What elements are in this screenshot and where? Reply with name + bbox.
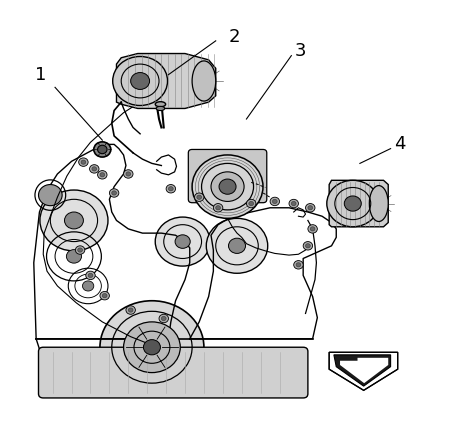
Circle shape xyxy=(100,173,105,177)
Circle shape xyxy=(192,155,263,218)
Text: 2: 2 xyxy=(229,28,240,46)
Circle shape xyxy=(344,196,361,211)
Circle shape xyxy=(294,261,303,269)
Circle shape xyxy=(166,184,175,193)
Circle shape xyxy=(64,212,83,229)
Circle shape xyxy=(228,238,246,254)
Circle shape xyxy=(109,189,119,197)
Circle shape xyxy=(75,246,85,254)
Circle shape xyxy=(159,314,168,323)
Text: 4: 4 xyxy=(394,135,406,153)
Circle shape xyxy=(82,281,94,291)
Circle shape xyxy=(206,218,268,273)
Circle shape xyxy=(126,306,136,314)
Ellipse shape xyxy=(155,102,165,107)
Text: 1: 1 xyxy=(35,66,46,84)
Circle shape xyxy=(161,316,166,321)
Circle shape xyxy=(88,273,93,277)
Circle shape xyxy=(113,56,167,106)
Circle shape xyxy=(100,291,109,300)
Circle shape xyxy=(246,199,256,208)
FancyBboxPatch shape xyxy=(188,149,267,203)
Circle shape xyxy=(100,301,204,394)
Circle shape xyxy=(289,199,299,208)
Polygon shape xyxy=(334,355,391,386)
Circle shape xyxy=(308,206,313,210)
Circle shape xyxy=(211,172,244,201)
FancyBboxPatch shape xyxy=(38,347,308,398)
Circle shape xyxy=(273,199,277,204)
Circle shape xyxy=(216,206,220,210)
Circle shape xyxy=(219,179,236,194)
Circle shape xyxy=(306,244,310,248)
Circle shape xyxy=(128,308,133,312)
Ellipse shape xyxy=(369,186,388,221)
Circle shape xyxy=(112,191,117,195)
Circle shape xyxy=(310,227,315,231)
Circle shape xyxy=(175,235,190,248)
Circle shape xyxy=(144,340,160,355)
Polygon shape xyxy=(329,180,388,227)
Circle shape xyxy=(213,204,223,212)
Circle shape xyxy=(296,263,301,267)
Circle shape xyxy=(79,158,88,166)
Ellipse shape xyxy=(156,106,164,111)
Polygon shape xyxy=(340,358,388,383)
Circle shape xyxy=(86,271,95,279)
Circle shape xyxy=(38,184,62,206)
Text: 3: 3 xyxy=(295,42,307,60)
Circle shape xyxy=(308,225,318,233)
Circle shape xyxy=(249,201,254,206)
Circle shape xyxy=(306,204,315,212)
Circle shape xyxy=(292,201,296,206)
Circle shape xyxy=(98,170,107,179)
Circle shape xyxy=(124,322,180,373)
Circle shape xyxy=(94,142,111,157)
Circle shape xyxy=(90,165,99,173)
Circle shape xyxy=(155,217,210,266)
Ellipse shape xyxy=(192,61,216,101)
Circle shape xyxy=(197,195,201,199)
Circle shape xyxy=(102,293,107,298)
Circle shape xyxy=(327,180,379,227)
Circle shape xyxy=(81,160,86,164)
Circle shape xyxy=(98,145,107,153)
Circle shape xyxy=(270,197,280,206)
Circle shape xyxy=(40,190,108,251)
Circle shape xyxy=(303,242,313,250)
Circle shape xyxy=(124,170,133,178)
Polygon shape xyxy=(117,53,216,109)
Circle shape xyxy=(131,73,150,89)
Circle shape xyxy=(168,187,173,191)
Circle shape xyxy=(194,193,204,201)
Circle shape xyxy=(92,167,97,171)
Circle shape xyxy=(66,250,82,263)
Circle shape xyxy=(78,248,82,252)
Circle shape xyxy=(126,172,131,176)
